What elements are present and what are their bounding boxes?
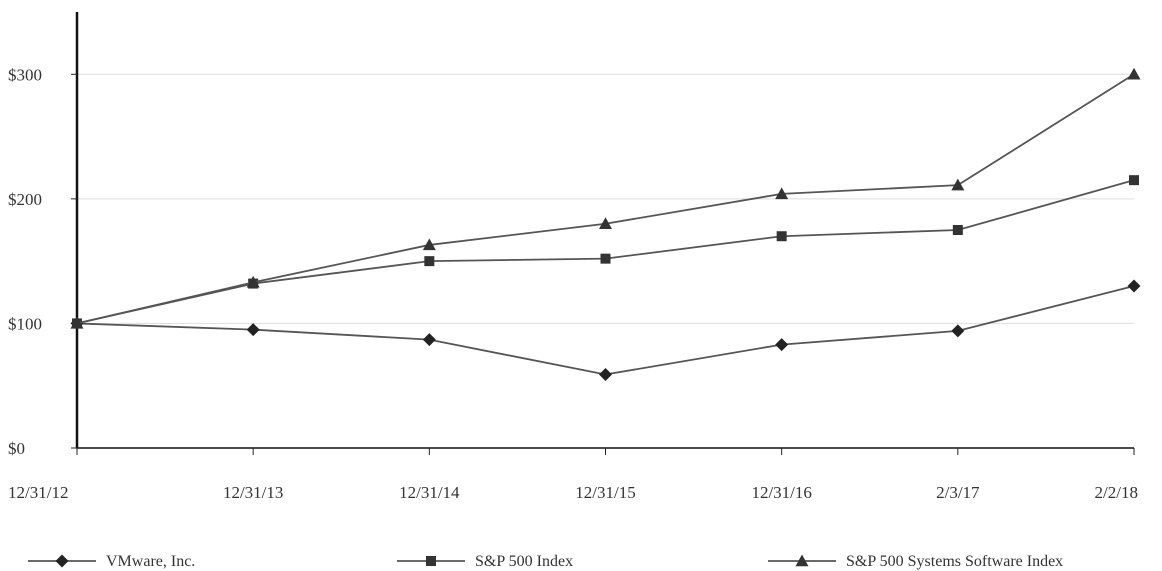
x-tick-label: 12/31/13 [223,483,283,502]
legend-marker-diamond [55,554,69,568]
x-tick-label: 12/31/14 [399,483,460,502]
legend: VMware, Inc. S&P 500 Index S&P 500 Systems… [28,553,1063,570]
axes [75,12,1134,449]
y-tick-label: $0 [8,439,25,458]
x-axis-ticks: 12/31/12 12/31/13 12/31/14 12/31/15 12/31/16… [8,448,1138,502]
data-point-triangle [422,238,436,251]
series-line-diamond [76,285,1135,376]
data-point-square [952,225,963,235]
data-point-triangle [775,187,789,200]
data-point-diamond [246,323,260,337]
y-tick-label: $100 [8,314,42,333]
data-point-diamond [599,368,612,382]
data-point-square [776,231,787,242]
x-tick-label: 12/31/15 [575,483,635,502]
data-point-triangle [951,178,965,191]
series-line-square [76,179,1135,325]
legend-marker-triangle [795,554,809,567]
data-point-diamond [775,338,789,352]
legend-marker-square [426,556,436,566]
legend-label: VMware, Inc. [106,553,195,570]
data-point-diamond [422,333,436,347]
data-point-square [1129,175,1139,186]
data-point-square [600,253,611,264]
data-point-triangle [1127,67,1141,80]
y-axis-ticks: $0 $100 $200 $300 [8,65,77,458]
data-point-triangle [599,217,612,229]
x-tick-label: 12/31/16 [751,483,811,502]
x-tick-label: 2/2/18 [1095,483,1138,502]
x-tick-label: 2/3/17 [936,483,980,502]
y-tick-label: $200 [8,190,42,209]
series-lines [70,67,1141,382]
data-point-diamond [1127,279,1141,293]
legend-label: S&P 500 Systems Software Index [846,553,1063,570]
data-point-triangle [246,275,260,288]
data-point-diamond [951,324,965,338]
x-tick-label: 12/31/12 [8,483,68,502]
data-point-triangle [70,316,84,329]
data-point-square [424,256,435,267]
y-tick-label: $300 [8,65,42,84]
legend-label: S&P 500 Index [475,553,573,570]
